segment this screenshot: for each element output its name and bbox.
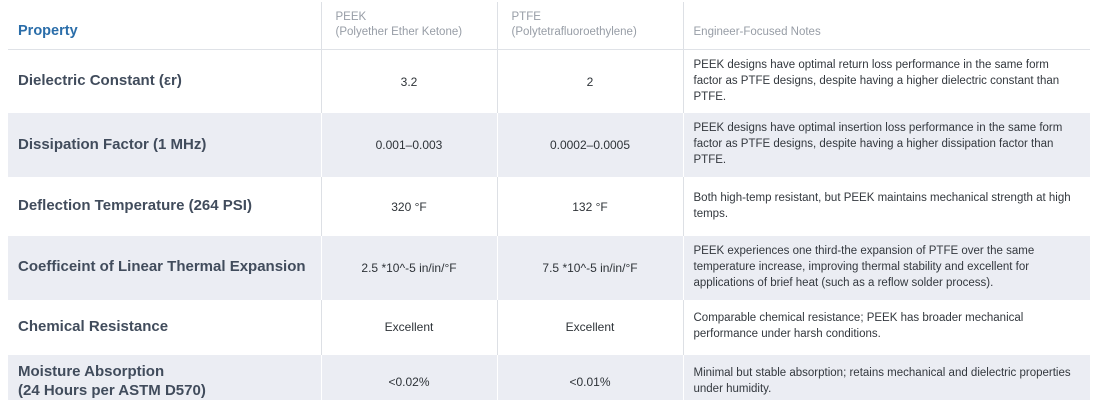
ptfe-value-cell: 0.0002–0.0005: [496, 113, 683, 178]
property-cell: Deflection Temperature (264 PSI): [18, 197, 252, 215]
table-row: Dissipation Factor (1 MHz) 0.001–0.003 0…: [8, 113, 1090, 178]
notes-cell: Minimal but stable absorption; retains m…: [682, 354, 1090, 400]
material-comparison-table: Property PEEK (Polyether Ether Ketone) P…: [8, 2, 1090, 400]
table-row: Moisture Absorption (24 Hours per ASTM D…: [8, 354, 1090, 400]
peek-value-cell: 0.001–0.003: [320, 113, 497, 178]
peek-value-cell: <0.02%: [320, 354, 497, 400]
peek-value-cell: Excellent: [320, 299, 497, 355]
property-cell: Coefficeint of Linear Thermal Expansion: [18, 258, 306, 276]
column-header-property: Property: [8, 2, 321, 50]
peek-value-cell: 3.2: [320, 49, 497, 114]
header-row: Property PEEK (Polyether Ether Ketone) P…: [8, 2, 1090, 50]
peek-value-cell: 320 °F: [320, 177, 497, 237]
peek-value-cell: 2.5 *10^-5 in/in/°F: [320, 236, 497, 300]
ptfe-value-cell: 2: [496, 49, 683, 114]
notes-cell: Comparable chemical resistance; PEEK has…: [682, 299, 1090, 355]
property-cell: Dissipation Factor (1 MHz): [18, 135, 207, 153]
table-row: Deflection Temperature (264 PSI) 320 °F …: [8, 177, 1090, 237]
property-cell: Chemical Resistance: [18, 317, 169, 335]
ptfe-value-cell: 7.5 *10^-5 in/in/°F: [496, 236, 683, 300]
notes-cell: Both high-temp resistant, but PEEK maint…: [682, 177, 1090, 237]
ptfe-value-cell: <0.01%: [496, 354, 683, 400]
table-header: Property PEEK (Polyether Ether Ketone) P…: [8, 2, 1090, 50]
notes-cell: PEEK experiences one third-the expansion…: [682, 236, 1090, 300]
notes-cell: PEEK designs have optimal return loss pe…: [682, 49, 1090, 114]
property-cell: Moisture Absorption (24 Hours per ASTM D…: [18, 362, 206, 399]
ptfe-value-cell: Excellent: [496, 299, 683, 355]
column-header-ptfe: PTFE (Polytetrafluoroethylene): [496, 2, 683, 50]
column-header-notes: Engineer-Focused Notes: [682, 2, 1090, 50]
table-row: Dielectric Constant (εr) 3.2 2 PEEK desi…: [8, 49, 1090, 114]
column-header-peek: PEEK (Polyether Ether Ketone): [320, 2, 497, 50]
table-row: Coefficeint of Linear Thermal Expansion …: [8, 236, 1090, 300]
property-cell: Dielectric Constant (εr): [18, 72, 182, 90]
table-row: Chemical Resistance Excellent Excellent …: [8, 299, 1090, 355]
ptfe-value-cell: 132 °F: [496, 177, 683, 237]
notes-cell: PEEK designs have optimal insertion loss…: [682, 113, 1090, 178]
